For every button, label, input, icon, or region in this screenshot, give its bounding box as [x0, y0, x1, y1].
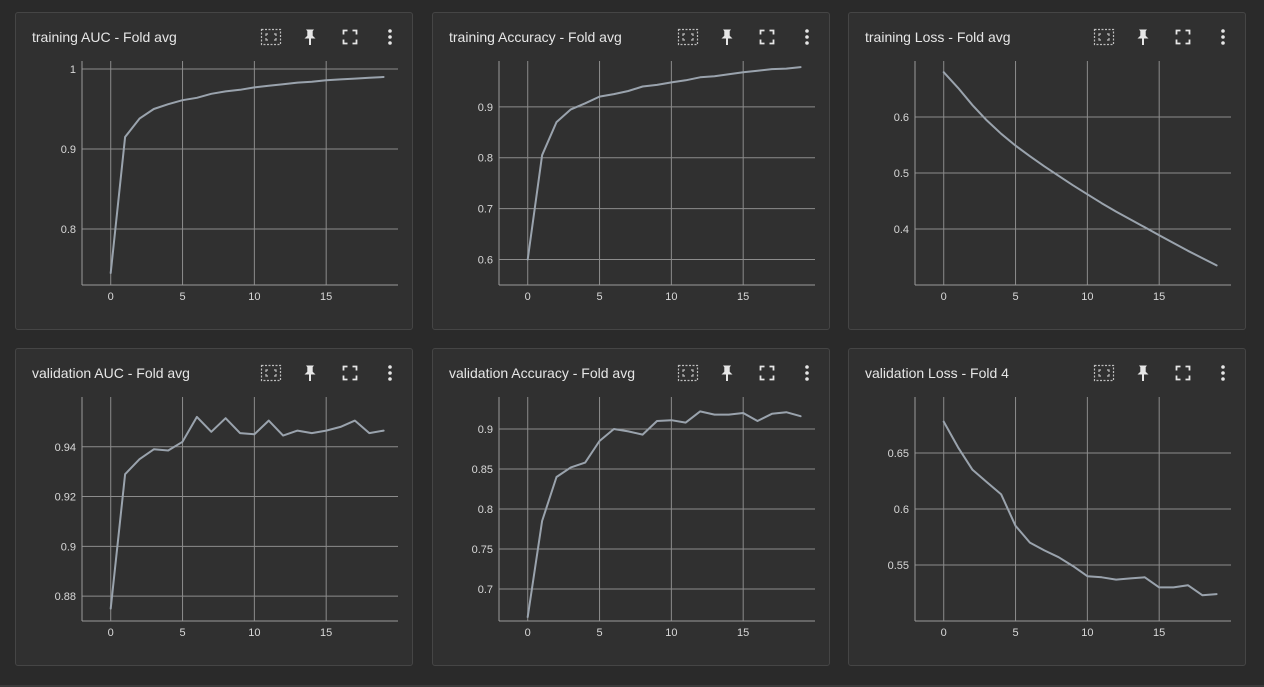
- fullscreen-icon[interactable]: [753, 23, 781, 51]
- x-tick-label: 0: [941, 627, 947, 639]
- fit-domain-icon[interactable]: [674, 359, 702, 387]
- y-tick-label: 0.9: [478, 102, 493, 114]
- x-tick-label: 5: [179, 291, 185, 303]
- x-tick-label: 10: [1081, 291, 1093, 303]
- series-line: [942, 71, 1218, 267]
- fullscreen-icon[interactable]: [1169, 23, 1197, 51]
- x-tick-label: 15: [320, 627, 332, 639]
- fullscreen-icon[interactable]: [753, 359, 781, 387]
- chart-card: validation Accuracy - Fold avg 0.7 0.75 0.8…: [432, 348, 830, 666]
- more-vert-icon[interactable]: [1209, 359, 1237, 387]
- y-tick-label: 0.6: [894, 504, 909, 516]
- fit-domain-icon[interactable]: [674, 23, 702, 51]
- chart-title: training Loss - Fold avg: [865, 29, 1011, 45]
- x-tick-label: 10: [248, 291, 260, 303]
- more-vert-icon[interactable]: [793, 23, 821, 51]
- pin-icon[interactable]: [1129, 23, 1157, 51]
- y-tick-label: 0.85: [472, 464, 493, 476]
- bottom-divider: [0, 685, 1264, 687]
- y-tick-label: 0.55: [888, 560, 909, 572]
- x-tick-label: 15: [1153, 627, 1165, 639]
- fit-domain-icon[interactable]: [1090, 359, 1118, 387]
- plot-area: 0.6 0.7 0.8 0.9 0 5 10 15: [478, 61, 815, 303]
- series-line: [526, 410, 802, 618]
- x-tick-label: 5: [596, 291, 602, 303]
- more-vert-icon[interactable]: [1209, 23, 1237, 51]
- plot-area: 0.80.910 5 10 15: [61, 61, 398, 303]
- plot-area: 0.7 0.75 0.8 0.85 0.9 0 5 10 15: [472, 397, 815, 639]
- chart-title: training Accuracy - Fold avg: [449, 29, 622, 45]
- y-tick-label: 0.7: [478, 584, 493, 596]
- y-tick-label: 0.6: [478, 255, 493, 267]
- y-tick-label: 0.65: [888, 448, 909, 460]
- y-tick-label: 0.9: [61, 541, 76, 553]
- chart-title: validation Accuracy - Fold avg: [449, 365, 635, 381]
- fit-domain-icon[interactable]: [1090, 23, 1118, 51]
- y-tick-label: 0.7: [478, 204, 493, 216]
- plot-area: 0.88 0.9 0.92 0.94 0 5 10 15: [55, 397, 398, 639]
- chart-card: validation Loss - Fold 4 0.55 0.6 0.65 0 5 10 1…: [848, 348, 1246, 666]
- y-tick-label: 0.6: [894, 112, 909, 124]
- chart-card: validation AUC - Fold avg 0.88 0.9 0.92 0.94…: [15, 348, 413, 666]
- series-line: [109, 76, 385, 274]
- x-tick-label: 15: [737, 627, 749, 639]
- more-vert-icon[interactable]: [793, 359, 821, 387]
- chart-card: training Accuracy - Fold avg 0.6 0.7 0.8 0.9…: [432, 12, 830, 330]
- pin-icon[interactable]: [296, 23, 324, 51]
- x-tick-label: 15: [1153, 291, 1165, 303]
- y-tick-label: 1: [70, 64, 76, 76]
- chart-title: validation Loss - Fold 4: [865, 365, 1009, 381]
- x-tick-label: 0: [525, 627, 531, 639]
- x-tick-label: 5: [179, 627, 185, 639]
- x-tick-label: 10: [665, 627, 677, 639]
- fullscreen-icon[interactable]: [1169, 359, 1197, 387]
- chart-card: training Loss - Fold avg 0.4 0.5 0.6 0 5 10 15: [848, 12, 1246, 330]
- more-vert-icon[interactable]: [376, 359, 404, 387]
- x-tick-label: 15: [320, 291, 332, 303]
- series-line: [109, 415, 385, 610]
- series-line: [942, 420, 1218, 597]
- more-vert-icon[interactable]: [376, 23, 404, 51]
- x-tick-label: 10: [665, 291, 677, 303]
- y-tick-label: 0.9: [478, 424, 493, 436]
- y-tick-label: 0.4: [894, 224, 909, 236]
- x-tick-label: 0: [941, 291, 947, 303]
- fullscreen-icon[interactable]: [336, 359, 364, 387]
- x-tick-label: 5: [596, 627, 602, 639]
- chart-title: training AUC - Fold avg: [32, 29, 177, 45]
- y-tick-label: 0.92: [55, 492, 76, 504]
- x-tick-label: 10: [248, 627, 260, 639]
- pin-icon[interactable]: [713, 23, 741, 51]
- x-tick-label: 5: [1012, 291, 1018, 303]
- y-tick-label: 0.88: [55, 591, 76, 603]
- y-tick-label: 0.94: [55, 442, 76, 454]
- x-tick-label: 5: [1012, 627, 1018, 639]
- fullscreen-icon[interactable]: [336, 23, 364, 51]
- y-tick-label: 0.8: [478, 153, 493, 165]
- fit-domain-icon[interactable]: [257, 359, 285, 387]
- series-line: [526, 66, 802, 261]
- pin-icon[interactable]: [713, 359, 741, 387]
- y-tick-label: 0.9: [61, 144, 76, 156]
- y-tick-label: 0.75: [472, 544, 493, 556]
- x-tick-label: 10: [1081, 627, 1093, 639]
- chart-card: training AUC - Fold avg 0.8 0.9 1 0 5 10 15: [15, 12, 413, 330]
- y-tick-label: 0.8: [61, 224, 76, 236]
- pin-icon[interactable]: [1129, 359, 1157, 387]
- fit-domain-icon[interactable]: [257, 23, 285, 51]
- y-tick-label: 0.5: [894, 168, 909, 180]
- pin-icon[interactable]: [296, 359, 324, 387]
- y-tick-label: 0.8: [478, 504, 493, 516]
- plot-area: 0.4 0.5 0.6 0 5 10 15: [894, 61, 1231, 303]
- x-tick-label: 0: [108, 291, 114, 303]
- x-tick-label: 15: [737, 291, 749, 303]
- chart-title: validation AUC - Fold avg: [32, 365, 190, 381]
- x-tick-label: 0: [525, 291, 531, 303]
- x-tick-label: 0: [108, 627, 114, 639]
- plot-area: 0.55 0.6 0.65 0 5 10 15: [888, 397, 1231, 639]
